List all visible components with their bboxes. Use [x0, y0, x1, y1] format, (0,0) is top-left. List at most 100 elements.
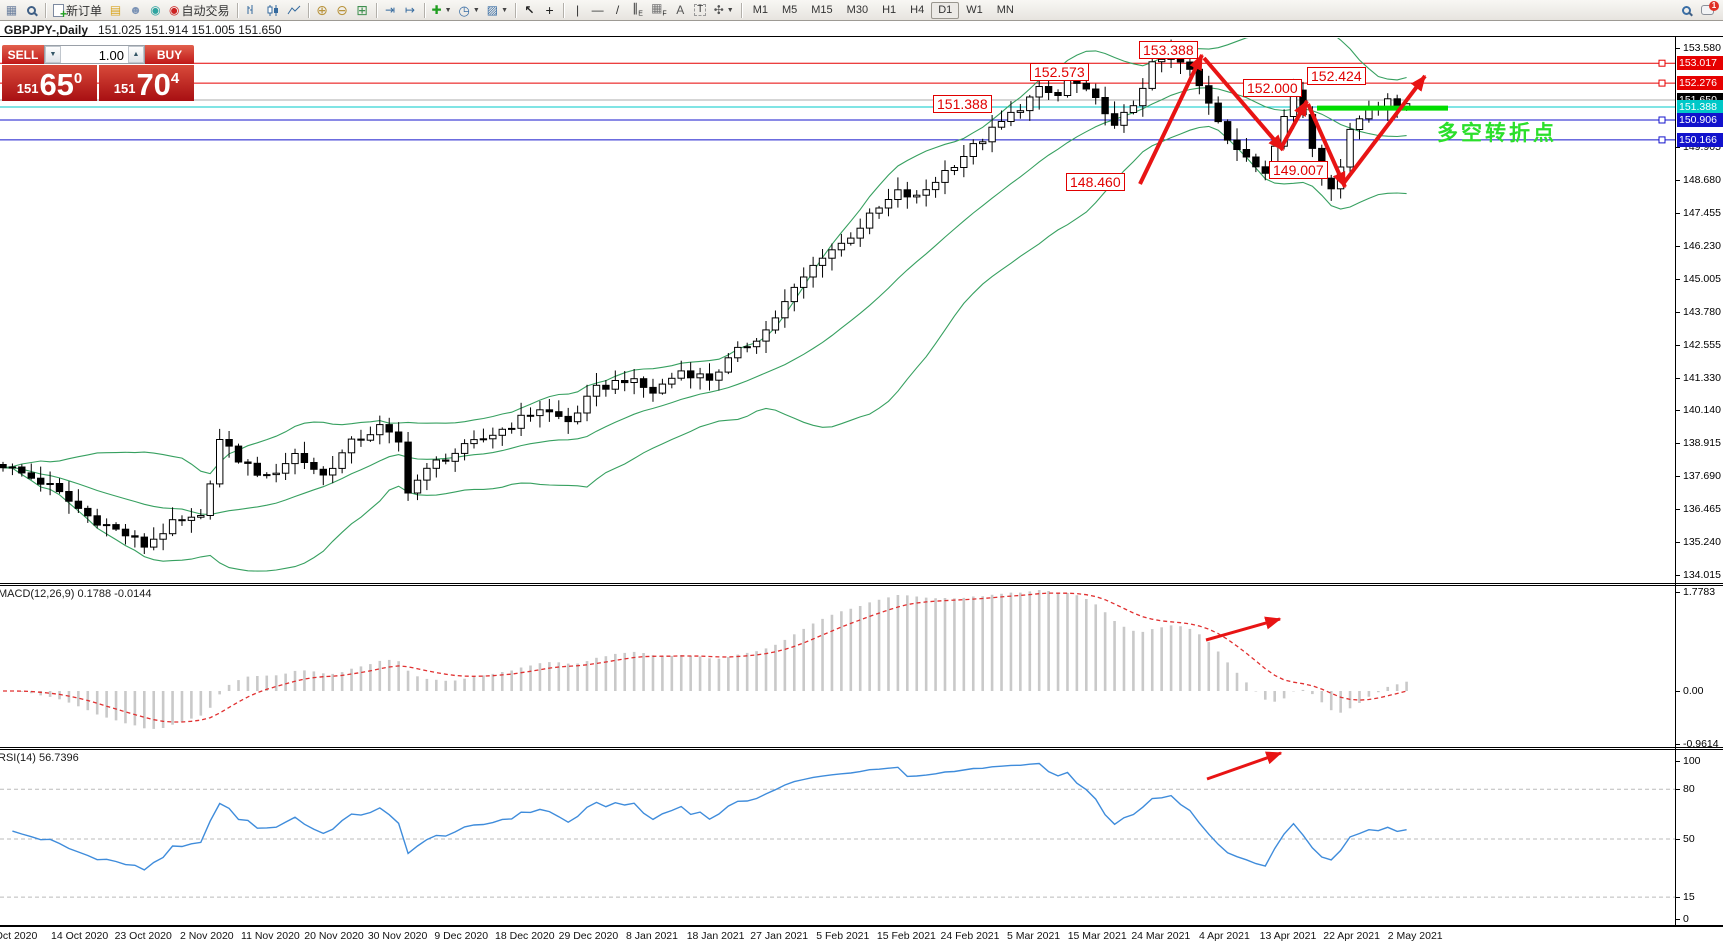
fibonacci-tool[interactable]: ▦F: [648, 1, 670, 19]
price-callout[interactable]: 152.000: [1243, 79, 1302, 97]
auto-trading-button[interactable]: ◉ 自动交易: [166, 1, 233, 19]
macd-annotation-arrow[interactable]: [1205, 616, 1282, 642]
chart-shift-button[interactable]: ↦: [401, 1, 420, 19]
timeframe-M1[interactable]: M1: [752, 4, 768, 16]
rsi-annotation-arrow[interactable]: [1206, 751, 1283, 781]
date-axis[interactable]: Oct 2020 14 Oct 2020 23 Oct 2020 2 Nov 2020…: [0, 929, 1723, 944]
timeframe-M15[interactable]: M15: [811, 4, 833, 16]
volume-input[interactable]: 1.00: [98, 48, 124, 63]
price-callout[interactable]: 148.460: [1066, 173, 1125, 191]
zoom-in-button[interactable]: ⊕: [313, 1, 332, 19]
separator-line: [0, 747, 1723, 748]
cursor-tool[interactable]: ↖: [520, 1, 539, 19]
add-indicator-button[interactable]: ✚ ▼: [429, 1, 455, 19]
indicator-tick: [1675, 839, 1680, 840]
template-icon: ▨: [486, 3, 499, 17]
rsi-label: RSI(14) 56.7396: [0, 752, 79, 764]
price-callout[interactable]: 152.424: [1307, 67, 1366, 85]
volume-increase-button[interactable]: ▲: [128, 46, 144, 63]
history-center-button[interactable]: ▤: [106, 1, 125, 19]
price-tick-label: 140.140: [1683, 403, 1721, 416]
chevron-down-icon: ▼: [726, 6, 734, 14]
community-button[interactable]: ☻: [126, 1, 145, 19]
hline-tool[interactable]: —: [588, 1, 607, 19]
signals-button[interactable]: ◉: [146, 1, 165, 19]
price-callout[interactable]: 149.007: [1269, 161, 1328, 179]
timeframe-H1[interactable]: H1: [882, 4, 897, 16]
period-button[interactable]: ◷ ▼: [456, 1, 483, 19]
channel-tool[interactable]: ∥E: [628, 1, 647, 19]
trendline-tool[interactable]: /: [608, 1, 627, 19]
chart-window-button[interactable]: ▦: [2, 1, 21, 19]
timeframe-W1[interactable]: W1: [966, 4, 983, 16]
trend-arrows[interactable]: [1138, 53, 1427, 189]
date-label: 11 Nov 2020: [241, 930, 300, 942]
date-label: 13 Apr 2021: [1259, 930, 1317, 942]
rsi-panel[interactable]: [0, 750, 1675, 925]
sell-button[interactable]: SELL: [2, 45, 44, 64]
new-order-icon: [53, 3, 67, 21]
auto-trading-icon: ◉: [169, 3, 180, 17]
indicator-tick: [1675, 897, 1680, 898]
chevron-up-icon: ▲: [132, 51, 140, 58]
price-tick: [1675, 48, 1680, 49]
separator-line: [0, 585, 1723, 586]
arrows-tool[interactable]: ✣ ▼: [711, 1, 737, 19]
new-order-button[interactable]: 新订单: [50, 1, 105, 21]
market-watch-button[interactable]: [22, 1, 41, 19]
market-watch-icon: [27, 5, 36, 15]
price-callout[interactable]: 151.388: [933, 95, 992, 113]
ask-price[interactable]: 151 70 4: [99, 65, 194, 101]
date-label: 23 Oct 2020: [114, 930, 172, 942]
price-tick-label: 142.555: [1683, 338, 1721, 351]
toolbar-separator: [423, 2, 425, 18]
price-tick: [1675, 442, 1680, 444]
search-icon: [1682, 5, 1691, 15]
price-callout[interactable]: 152.573: [1030, 63, 1089, 81]
main-price-chart[interactable]: [0, 38, 1675, 583]
ask-prefix: 151: [113, 81, 136, 96]
vline-tool[interactable]: |: [568, 1, 587, 19]
template-button[interactable]: ▨ ▼: [484, 1, 511, 19]
candlestick-button[interactable]: [263, 1, 283, 19]
timeframe-MN[interactable]: MN: [996, 4, 1014, 16]
notifications-button[interactable]: 1: [1698, 1, 1719, 19]
price-callout[interactable]: 153.388: [1139, 41, 1198, 59]
crosshair-tool[interactable]: +: [540, 1, 559, 19]
toolbar-separator: [236, 2, 238, 18]
chart-shift-icon: ↦: [404, 3, 416, 17]
date-label: 22 Apr 2021: [1323, 930, 1380, 942]
auto-scroll-button[interactable]: ⇥: [381, 1, 400, 19]
turning-point-note[interactable]: 多空转折点: [1437, 122, 1557, 145]
date-label: 15 Feb 2021: [876, 930, 936, 942]
search-button[interactable]: [1678, 1, 1697, 19]
line-chart-button[interactable]: [284, 1, 304, 19]
indicator-tick-label: 80: [1683, 783, 1695, 795]
price-tick-label: 137.690: [1683, 469, 1721, 482]
price-tick-label: 145.005: [1683, 272, 1721, 285]
timeframe-M5[interactable]: M5: [781, 4, 798, 16]
volume-decrease-button[interactable]: ▼: [45, 46, 61, 63]
separator-line: [0, 583, 1723, 584]
bid-price[interactable]: 151 65 0: [2, 65, 97, 101]
chart-top-border: [0, 36, 1723, 37]
macd-panel[interactable]: [0, 586, 1675, 747]
zoom-out-button[interactable]: ⊖: [333, 1, 352, 19]
price-tick-label: 147.455: [1683, 206, 1721, 219]
horizontal-lines[interactable]: [0, 59, 1675, 144]
horizontal-line-icon: —: [591, 3, 604, 17]
fibonacci-icon: ▦F: [651, 1, 667, 18]
indicator-tick: [1675, 691, 1680, 692]
price-tick: [1675, 409, 1680, 411]
bid-pip: 0: [73, 70, 83, 87]
timeframe-M30[interactable]: M30: [846, 4, 869, 16]
indicator-tick-label: 0.00: [1683, 685, 1704, 697]
timeframe-H4[interactable]: H4: [910, 4, 925, 16]
text-tool[interactable]: A: [671, 1, 690, 19]
timeframe-D1[interactable]: D1: [931, 1, 960, 19]
buy-button[interactable]: BUY: [145, 45, 194, 64]
tile-windows-button[interactable]: ⊞: [353, 1, 372, 19]
label-tool[interactable]: T: [691, 1, 710, 19]
notification-badge: 1: [1709, 1, 1719, 11]
bar-chart-button[interactable]: [242, 1, 262, 19]
